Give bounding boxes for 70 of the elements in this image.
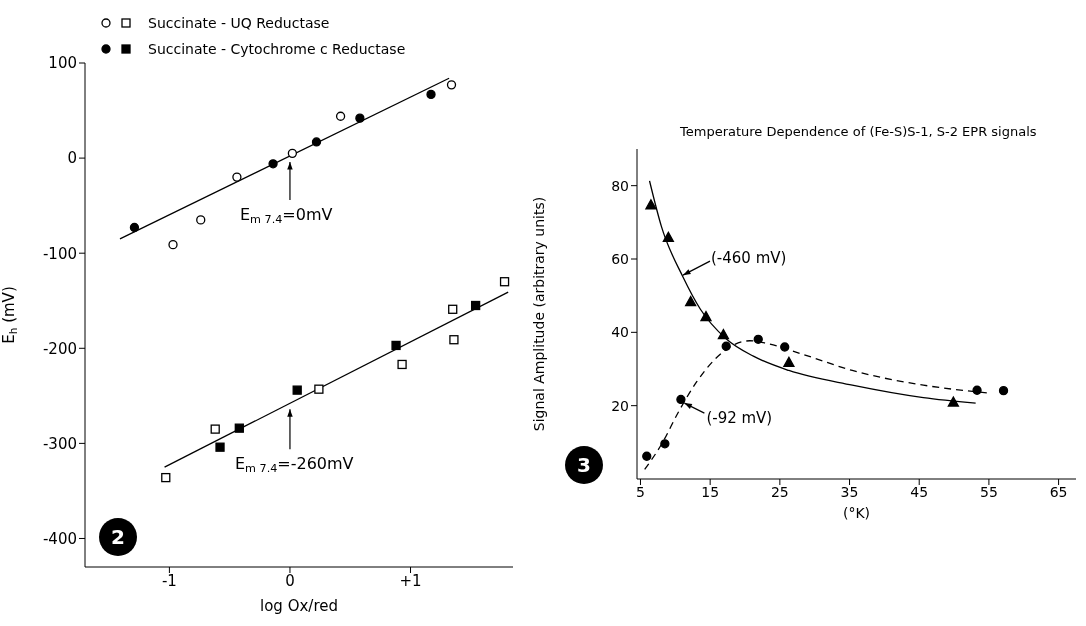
text: 3 xyxy=(577,453,591,477)
point xyxy=(660,439,670,449)
point xyxy=(685,295,697,307)
point xyxy=(717,328,730,340)
point xyxy=(783,356,795,368)
point xyxy=(397,359,407,370)
x-axis-title: log Ox/red xyxy=(260,597,338,615)
point xyxy=(268,159,278,169)
annotation: E$_{m 7.4}$=0mV xyxy=(239,204,333,227)
point xyxy=(676,394,686,405)
x-tick-label: +1 xyxy=(399,571,422,590)
point xyxy=(998,385,1009,396)
point xyxy=(721,341,731,351)
point xyxy=(161,472,171,483)
point xyxy=(753,334,763,344)
point xyxy=(196,215,206,225)
point xyxy=(972,385,982,395)
point xyxy=(355,113,365,123)
annotation: (-460 mV) xyxy=(710,249,787,268)
x-tick-label: 5 xyxy=(636,483,645,500)
annotation: E$_{m 7.4}$=-260mV xyxy=(234,454,354,476)
y-tick-label: 100 xyxy=(48,54,77,73)
point xyxy=(314,384,324,394)
y-tick-label: -100 xyxy=(42,244,77,263)
x-tick-label: 35 xyxy=(840,483,859,500)
point xyxy=(700,310,712,322)
y-tick-label: 0 xyxy=(67,149,77,168)
point xyxy=(642,451,652,461)
point xyxy=(234,423,244,433)
y-tick-label: 80 xyxy=(611,177,629,194)
point xyxy=(391,340,401,351)
point xyxy=(215,442,225,452)
y-axis-title: Signal Amplitude (arbitrary units) xyxy=(531,196,547,432)
x-tick-label: 25 xyxy=(770,483,789,500)
y-tick-label: -300 xyxy=(42,434,77,453)
annotation: (-92 mV) xyxy=(706,409,773,428)
point xyxy=(449,335,459,345)
point xyxy=(335,111,346,121)
x-tick-label: -1 xyxy=(161,571,177,590)
point xyxy=(426,89,436,100)
point xyxy=(448,304,458,314)
y-tick-label: 60 xyxy=(611,250,629,267)
point xyxy=(292,385,302,395)
point xyxy=(311,137,322,147)
point xyxy=(210,424,220,434)
point xyxy=(470,300,481,311)
x-tick-label: 15 xyxy=(701,483,720,500)
chart-title: Temperature Dependence of (Fe-S)S-1, S-2 EPR signals xyxy=(680,124,1037,139)
point xyxy=(947,396,960,407)
point xyxy=(232,172,242,182)
x-tick-label: 45 xyxy=(910,483,929,500)
annotation: 2 xyxy=(111,525,125,549)
y-tick-label: 20 xyxy=(611,397,629,414)
legend-label: Succinate - Cytochrome c Reductase xyxy=(148,41,406,57)
point xyxy=(662,231,675,243)
point xyxy=(645,199,657,210)
x-tick-label: 55 xyxy=(979,483,998,500)
point xyxy=(168,239,178,250)
x-axis-title: (°K) xyxy=(842,505,871,521)
legend-label: Succinate - UQ Reductase xyxy=(148,15,330,31)
point xyxy=(129,222,140,233)
y-tick-label: -200 xyxy=(42,339,77,358)
point xyxy=(499,277,510,287)
point xyxy=(287,148,298,158)
y-tick-label: 40 xyxy=(611,324,629,341)
point xyxy=(446,80,457,90)
y-tick-label: -400 xyxy=(42,529,77,548)
x-tick-label: 0 xyxy=(285,571,295,590)
point xyxy=(780,342,790,352)
x-tick-label: 65 xyxy=(1049,483,1068,500)
